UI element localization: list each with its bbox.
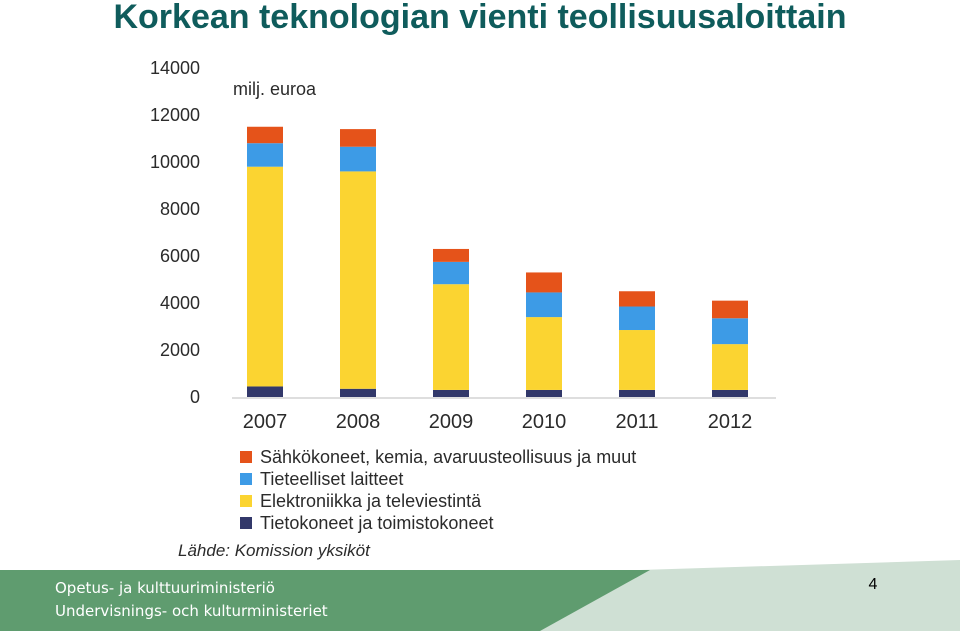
bar-segment <box>712 300 748 319</box>
bar-segment <box>619 330 655 390</box>
legend-swatch <box>240 517 252 529</box>
y-tick-label: 2000 <box>160 340 200 360</box>
y-tick-label: 6000 <box>160 246 200 266</box>
y-axis-ticks: 0 2000 4000 6000 8000 10000 12000 14000 <box>150 58 200 407</box>
bar-segment <box>526 389 562 397</box>
y-tick-label: 10000 <box>150 152 200 172</box>
bar-segment <box>340 129 376 147</box>
legend-swatch <box>240 451 252 463</box>
legend-item: Tieteelliset laitteet <box>240 468 636 490</box>
page-number: 4 <box>868 576 878 593</box>
bar-segment <box>433 261 469 285</box>
legend-label: Tieteelliset laitteet <box>260 468 404 489</box>
x-axis-ticks: 2007 2008 2009 2010 2011 2012 <box>243 411 753 433</box>
bar-segment <box>247 126 283 144</box>
chart-legend: Sähkökoneet, kemia, avaruusteollisuus ja… <box>240 446 636 534</box>
legend-swatch <box>240 495 252 507</box>
legend-swatch <box>240 473 252 485</box>
y-tick-label: 4000 <box>160 293 200 313</box>
bar-segment <box>433 248 469 262</box>
legend-label: Tietokoneet ja toimistokoneet <box>260 512 494 533</box>
x-tick-label: 2009 <box>429 411 474 433</box>
bar-stacks <box>247 126 748 397</box>
slide-title: Korkean teknologian vienti teollisuusalo… <box>113 0 847 36</box>
legend-label: Elektroniikka ja televiestintä <box>260 490 482 511</box>
bar-segment <box>526 317 562 390</box>
bar-segment <box>433 389 469 397</box>
bar-segment <box>340 171 376 389</box>
bar-segment <box>619 389 655 397</box>
x-tick-label: 2010 <box>522 411 567 433</box>
bar-segment <box>619 291 655 307</box>
legend-item: Tietokoneet ja toimistokoneet <box>240 512 636 534</box>
legend-item: Sähkökoneet, kemia, avaruusteollisuus ja… <box>240 446 636 468</box>
bar-segment <box>712 318 748 345</box>
bar-segment <box>247 166 283 387</box>
x-tick-label: 2011 <box>615 411 658 433</box>
bar-segment <box>526 272 562 293</box>
x-tick-label: 2012 <box>708 411 753 433</box>
legend-item: Elektroniikka ja televiestintä <box>240 490 636 512</box>
x-tick-label: 2007 <box>243 411 288 433</box>
y-tick-label: 0 <box>190 387 200 407</box>
bar-segment <box>247 143 283 167</box>
bar-segment <box>433 284 469 390</box>
bar-segment <box>619 306 655 331</box>
unit-label: milj. euroa <box>233 79 317 99</box>
bar-segment <box>712 344 748 390</box>
bar-segment <box>340 146 376 172</box>
bar-segment <box>712 389 748 397</box>
x-tick-label: 2008 <box>336 411 381 433</box>
bar-segment <box>340 388 376 397</box>
legend-label: Sähkökoneet, kemia, avaruusteollisuus ja… <box>260 446 637 467</box>
y-tick-label: 8000 <box>160 199 200 219</box>
y-tick-label: 12000 <box>150 105 200 125</box>
y-tick-label: 14000 <box>150 58 200 78</box>
bar-segment <box>247 386 283 397</box>
chart-source: Lähde: Komission yksiköt <box>178 541 370 560</box>
bar-segment <box>526 292 562 318</box>
